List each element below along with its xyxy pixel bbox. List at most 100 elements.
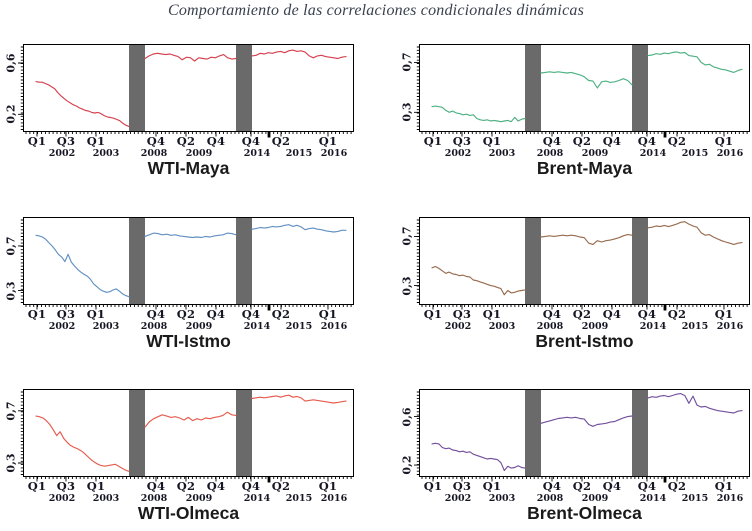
y-tick-label: 0,7 <box>4 236 18 256</box>
x-tick-year-label: 2015 <box>681 148 709 159</box>
x-tick-year-label: 2003 <box>488 493 516 504</box>
line-chart-wti-istmo <box>18 218 352 311</box>
x-tick-quarter-label: Q2 <box>572 134 592 148</box>
x-tick-quarter-label: Q1 <box>86 307 106 321</box>
x-tick-year-label: 2016 <box>320 321 348 332</box>
x-tick-year-label: 2002 <box>444 321 472 332</box>
x-tick-quarter-label: Q4 <box>637 307 657 321</box>
panel-title-wti-istmo: WTI-Istmo <box>146 331 231 351</box>
y-tick-label: 0,2 <box>4 104 18 124</box>
panel-title-brent-maya: Brent-Maya <box>536 158 633 178</box>
x-tick-quarter-label: Q1 <box>423 307 443 321</box>
x-tick-quarter-label: Q2 <box>176 134 196 148</box>
x-tick-quarter-label: Q1 <box>714 134 734 148</box>
x-tick-year-label: 2015 <box>681 321 709 332</box>
x-tick-quarter-label: Q3 <box>452 479 472 493</box>
x-tick-year-label: 2009 <box>185 321 213 332</box>
x-tick-quarter-label: Q4 <box>602 479 622 493</box>
x-tick-quarter-label: Q1 <box>714 307 734 321</box>
x-tick-quarter-label: Q4 <box>146 307 166 321</box>
x-tick-year-label: 2008 <box>536 493 564 504</box>
x-axis-labels: Q1 Q3 Q1 Q4 Q2 Q4 Q4 Q2 Q1 2002 2003 2008 2009 2014 20… <box>420 479 749 513</box>
subplot-brent-maya: Q1 Q3 Q1 Q4 Q2 Q4 Q4 Q2 Q1 2002 2003 2008 2009 2014 20… <box>401 44 750 178</box>
y-tick-label: 0,7 <box>4 401 18 421</box>
x-tick-year-label: 2009 <box>581 148 609 159</box>
x-tick-year-label: 2015 <box>681 493 709 504</box>
subplot-wti-istmo: Q1 Q3 Q1 Q4 Q2 Q4 Q4 Q2 Q1 2002 2003 2008 2009 2014 20… <box>5 217 354 351</box>
x-tick-year-label: 2016 <box>320 493 348 504</box>
x-tick-quarter-label: Q2 <box>271 134 291 148</box>
y-tick-label: 0,3 <box>4 453 18 473</box>
y-tick-label: 0,6 <box>400 407 414 427</box>
x-tick-quarter-label: Q4 <box>146 479 166 493</box>
x-tick-quarter-label: Q1 <box>423 134 443 148</box>
panel-title-wti-olmeca: WTI-Olmeca <box>137 503 240 523</box>
x-tick-quarter-label: Q3 <box>56 134 76 148</box>
x-tick-year-label: 2003 <box>92 493 120 504</box>
x-tick-quarter-label: Q2 <box>572 307 592 321</box>
x-tick-year-label: 2014 <box>639 148 667 159</box>
x-tick-quarter-label: Q3 <box>56 307 76 321</box>
line-chart-brent-istmo <box>414 218 748 311</box>
x-tick-quarter-label: Q1 <box>482 307 502 321</box>
y-tick-label: 0,7 <box>400 52 414 73</box>
x-tick-year-label: 2016 <box>320 148 348 159</box>
line-chart-wti-olmeca <box>18 390 352 483</box>
x-tick-year-label: 2016 <box>716 148 744 159</box>
x-tick-year-label: 2015 <box>285 148 313 159</box>
x-tick-year-label: 2008 <box>536 321 564 332</box>
x-tick-year-label: 2008 <box>140 148 168 159</box>
x-tick-quarter-label: Q4 <box>241 134 261 148</box>
x-tick-quarter-label: Q2 <box>667 307 687 321</box>
y-tick-label: 0,6 <box>4 53 18 73</box>
x-tick-year-label: 2002 <box>48 321 76 332</box>
x-axis-labels: Q1 Q3 Q1 Q4 Q2 Q4 Q4 Q2 Q1 2002 2003 2008 2009 2014 20… <box>24 479 353 513</box>
x-tick-year-label: 2003 <box>488 321 516 332</box>
figure-title: Comportamiento de las correlaciones cond… <box>167 2 585 19</box>
panel-title-brent-olmeca: Brent-Olmeca <box>527 503 642 523</box>
x-tick-year-label: 2009 <box>581 493 609 504</box>
x-tick-quarter-label: Q1 <box>318 134 338 148</box>
x-tick-quarter-label: Q4 <box>542 134 562 148</box>
x-tick-quarter-label: Q2 <box>271 307 291 321</box>
line-chart-wti-maya <box>18 45 352 138</box>
x-tick-year-label: 2015 <box>285 321 313 332</box>
x-tick-quarter-label: Q4 <box>206 479 226 493</box>
subplot-wti-maya: Q1 Q3 Q1 Q4 Q2 Q4 Q4 Q2 Q1 2002 2003 2008 2009 2014 20… <box>5 44 354 178</box>
subplot-brent-olmeca: Q1 Q3 Q1 Q4 Q2 Q4 Q4 Q2 Q1 2002 2003 2008 2009 2014 20… <box>401 389 750 523</box>
x-tick-year-label: 2002 <box>444 493 472 504</box>
x-tick-quarter-label: Q2 <box>572 479 592 493</box>
x-tick-quarter-label: Q2 <box>667 134 687 148</box>
line-chart-brent-maya <box>414 45 748 138</box>
line-chart-brent-olmeca <box>414 390 748 483</box>
panel-title-wti-maya: WTI-Maya <box>147 158 230 178</box>
y-tick-label: 0,2 <box>400 455 414 475</box>
subplot-brent-istmo: Q1 Q3 Q1 Q4 Q2 Q4 Q4 Q2 Q1 2002 2003 2008 2009 2014 20… <box>401 217 750 351</box>
y-tick-label: 0,3 <box>400 275 414 296</box>
x-tick-quarter-label: Q1 <box>423 479 443 493</box>
x-tick-quarter-label: Q2 <box>176 479 196 493</box>
x-tick-quarter-label: Q1 <box>86 479 106 493</box>
x-tick-quarter-label: Q1 <box>318 479 338 493</box>
x-tick-year-label: 2003 <box>92 148 120 159</box>
panel-title-brent-istmo: Brent-Istmo <box>535 331 634 351</box>
x-tick-quarter-label: Q1 <box>86 134 106 148</box>
x-tick-quarter-label: Q2 <box>271 479 291 493</box>
x-tick-year-label: 2014 <box>243 148 271 159</box>
x-tick-year-label: 2014 <box>639 493 667 504</box>
x-axis-labels: Q1 Q3 Q1 Q4 Q2 Q4 Q4 Q2 Q1 2002 2003 2008 2009 2014 20… <box>24 307 353 341</box>
x-tick-quarter-label: Q1 <box>318 307 338 321</box>
x-tick-quarter-label: Q4 <box>602 134 622 148</box>
x-tick-year-label: 2009 <box>581 321 609 332</box>
x-tick-quarter-label: Q1 <box>482 479 502 493</box>
x-tick-quarter-label: Q3 <box>452 134 472 148</box>
x-tick-year-label: 2015 <box>285 493 313 504</box>
x-tick-quarter-label: Q3 <box>452 307 472 321</box>
x-tick-quarter-label: Q4 <box>241 307 261 321</box>
x-tick-quarter-label: Q4 <box>146 134 166 148</box>
x-tick-quarter-label: Q4 <box>602 307 622 321</box>
x-tick-quarter-label: Q4 <box>241 479 261 493</box>
x-tick-year-label: 2014 <box>639 321 667 332</box>
x-tick-quarter-label: Q1 <box>27 134 47 148</box>
x-tick-year-label: 2009 <box>185 493 213 504</box>
